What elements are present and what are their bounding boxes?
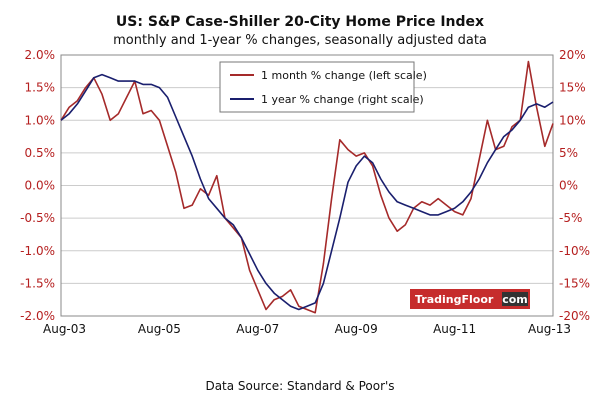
logo-suffix: com [502, 293, 528, 306]
left-tick-label: 0.0% [25, 179, 56, 193]
x-axis-ticks: Aug-03 Aug-05 Aug-07 Aug-09 Aug-11 Aug-13 [43, 322, 571, 336]
x-tick-label: Aug-07 [236, 322, 279, 336]
left-tick-label: 1.0% [25, 113, 56, 127]
logo-suffix-background [502, 292, 528, 306]
x-tick-label: Aug-03 [43, 322, 86, 336]
x-tick-label: Aug-05 [138, 322, 181, 336]
left-tick-label: -1.5% [20, 276, 55, 290]
plot-area-frame [60, 54, 554, 317]
right-tick-label: -5% [559, 211, 582, 225]
legend-box [219, 61, 415, 113]
right-axis-ticks: 20% 15% 10% 5% 0% -5% -10% -15% -20% [559, 48, 590, 323]
chart-subtitle: monthly and 1-year % changes, seasonally… [113, 33, 487, 48]
logo-text: TradingFloor [415, 293, 494, 306]
left-tick-label: -2.0% [20, 309, 55, 323]
legend: 1 month % change (left scale) 1 year % c… [219, 61, 427, 113]
x-tick-label: Aug-13 [528, 322, 571, 336]
series-layer [60, 60, 554, 314]
grid-lines [61, 87, 553, 284]
left-tick-label: -1.0% [20, 244, 55, 258]
logo-background [410, 289, 530, 309]
right-tick-label: 0% [559, 179, 578, 193]
right-tick-label: -20% [559, 309, 590, 323]
left-tick-label: -0.5% [20, 211, 55, 225]
chart-title: US: S&P Case-Shiller 20-City Home Price … [116, 14, 484, 30]
x-tick-label: Aug-09 [335, 322, 378, 336]
left-tick-label: 2.0% [25, 48, 56, 62]
left-tick-label: 1.5% [25, 81, 56, 95]
right-tick-label: 20% [559, 48, 586, 62]
left-tick-label: 0.5% [25, 146, 56, 160]
right-tick-label: 15% [559, 81, 586, 95]
series-line-yearly-change [60, 73, 554, 311]
series-line-monthly-change [60, 60, 554, 314]
right-tick-label: -10% [559, 244, 590, 258]
right-tick-label: 10% [559, 113, 586, 127]
data-source: Data Source: Standard & Poor's [205, 379, 394, 393]
right-tick-label: -15% [559, 276, 590, 290]
tradingfloor-logo: TradingFloor com [410, 289, 530, 309]
left-axis-ticks: 2.0% 1.5% 1.0% 0.5% 0.0% -0.5% -1.0% -1.5% -2.0% [20, 48, 55, 323]
legend-label-yearly: 1 year % change (right scale) [261, 93, 424, 106]
x-tick-label: Aug-11 [433, 322, 476, 336]
legend-label-monthly: 1 month % change (left scale) [261, 69, 427, 82]
right-tick-label: 5% [559, 146, 578, 160]
